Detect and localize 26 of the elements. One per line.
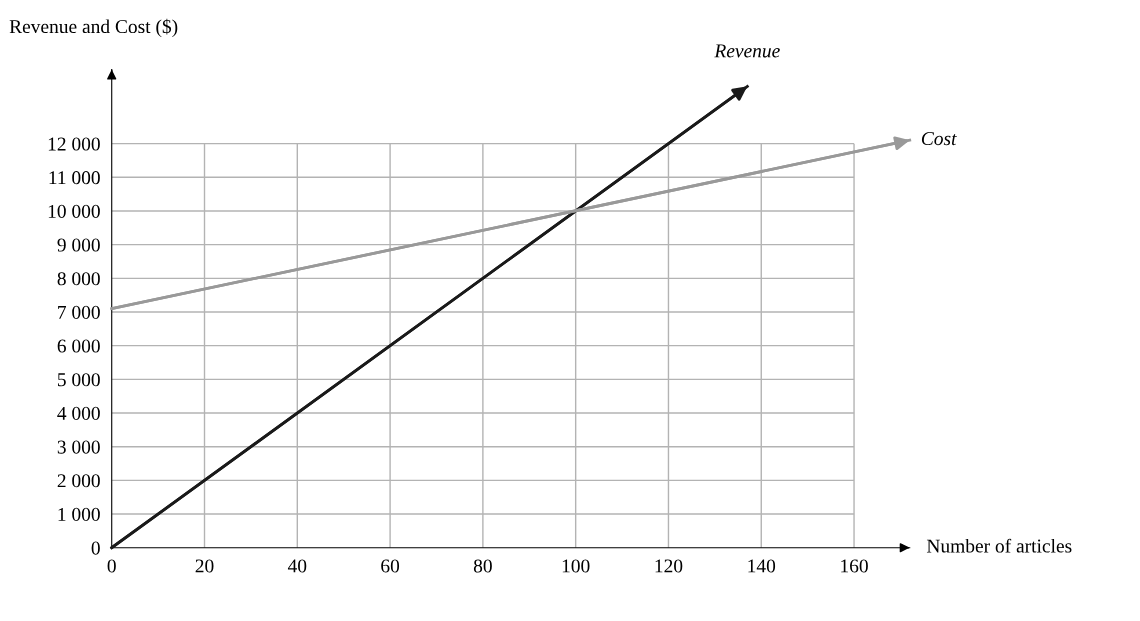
y-tick-label: 6 000	[57, 339, 100, 353]
x-tick-label: 100	[562, 559, 590, 573]
x-tick-label: 80	[473, 559, 492, 573]
y-tick-label: 4 000	[57, 406, 100, 420]
y-tick-label: 2 000	[57, 474, 100, 488]
x-tick-label: 60	[381, 559, 400, 573]
x-tick-label: 120	[655, 559, 683, 573]
y-tick-label: 1 000	[58, 507, 100, 521]
y-tick-label: 8 000	[57, 272, 100, 286]
y-tick-label: 5 000	[57, 373, 100, 387]
y-tick-label: 9 000	[57, 238, 100, 252]
y-tick-label: 7 000	[58, 305, 100, 319]
y-tick-label: 3 000	[57, 440, 100, 454]
y-tick-label: 0	[91, 541, 100, 555]
x-tick-label: 20	[195, 559, 214, 573]
x-tick-label: 160	[841, 559, 868, 573]
legend-label: Cost	[921, 132, 957, 146]
x-tick-label: 0	[107, 559, 116, 573]
y-axis-title: Revenue and Cost ($)	[9, 18, 178, 38]
x-tick-label: 140	[748, 559, 776, 573]
y-tick-label: 12 000	[48, 137, 100, 151]
y-tick-label: 10 000	[48, 204, 100, 218]
y-tick-label: 11 000	[49, 171, 100, 185]
series-label: Revenue	[714, 44, 780, 58]
x-tick-label: 40	[287, 559, 307, 573]
x-axis-title: Number of articles	[926, 538, 1072, 553]
